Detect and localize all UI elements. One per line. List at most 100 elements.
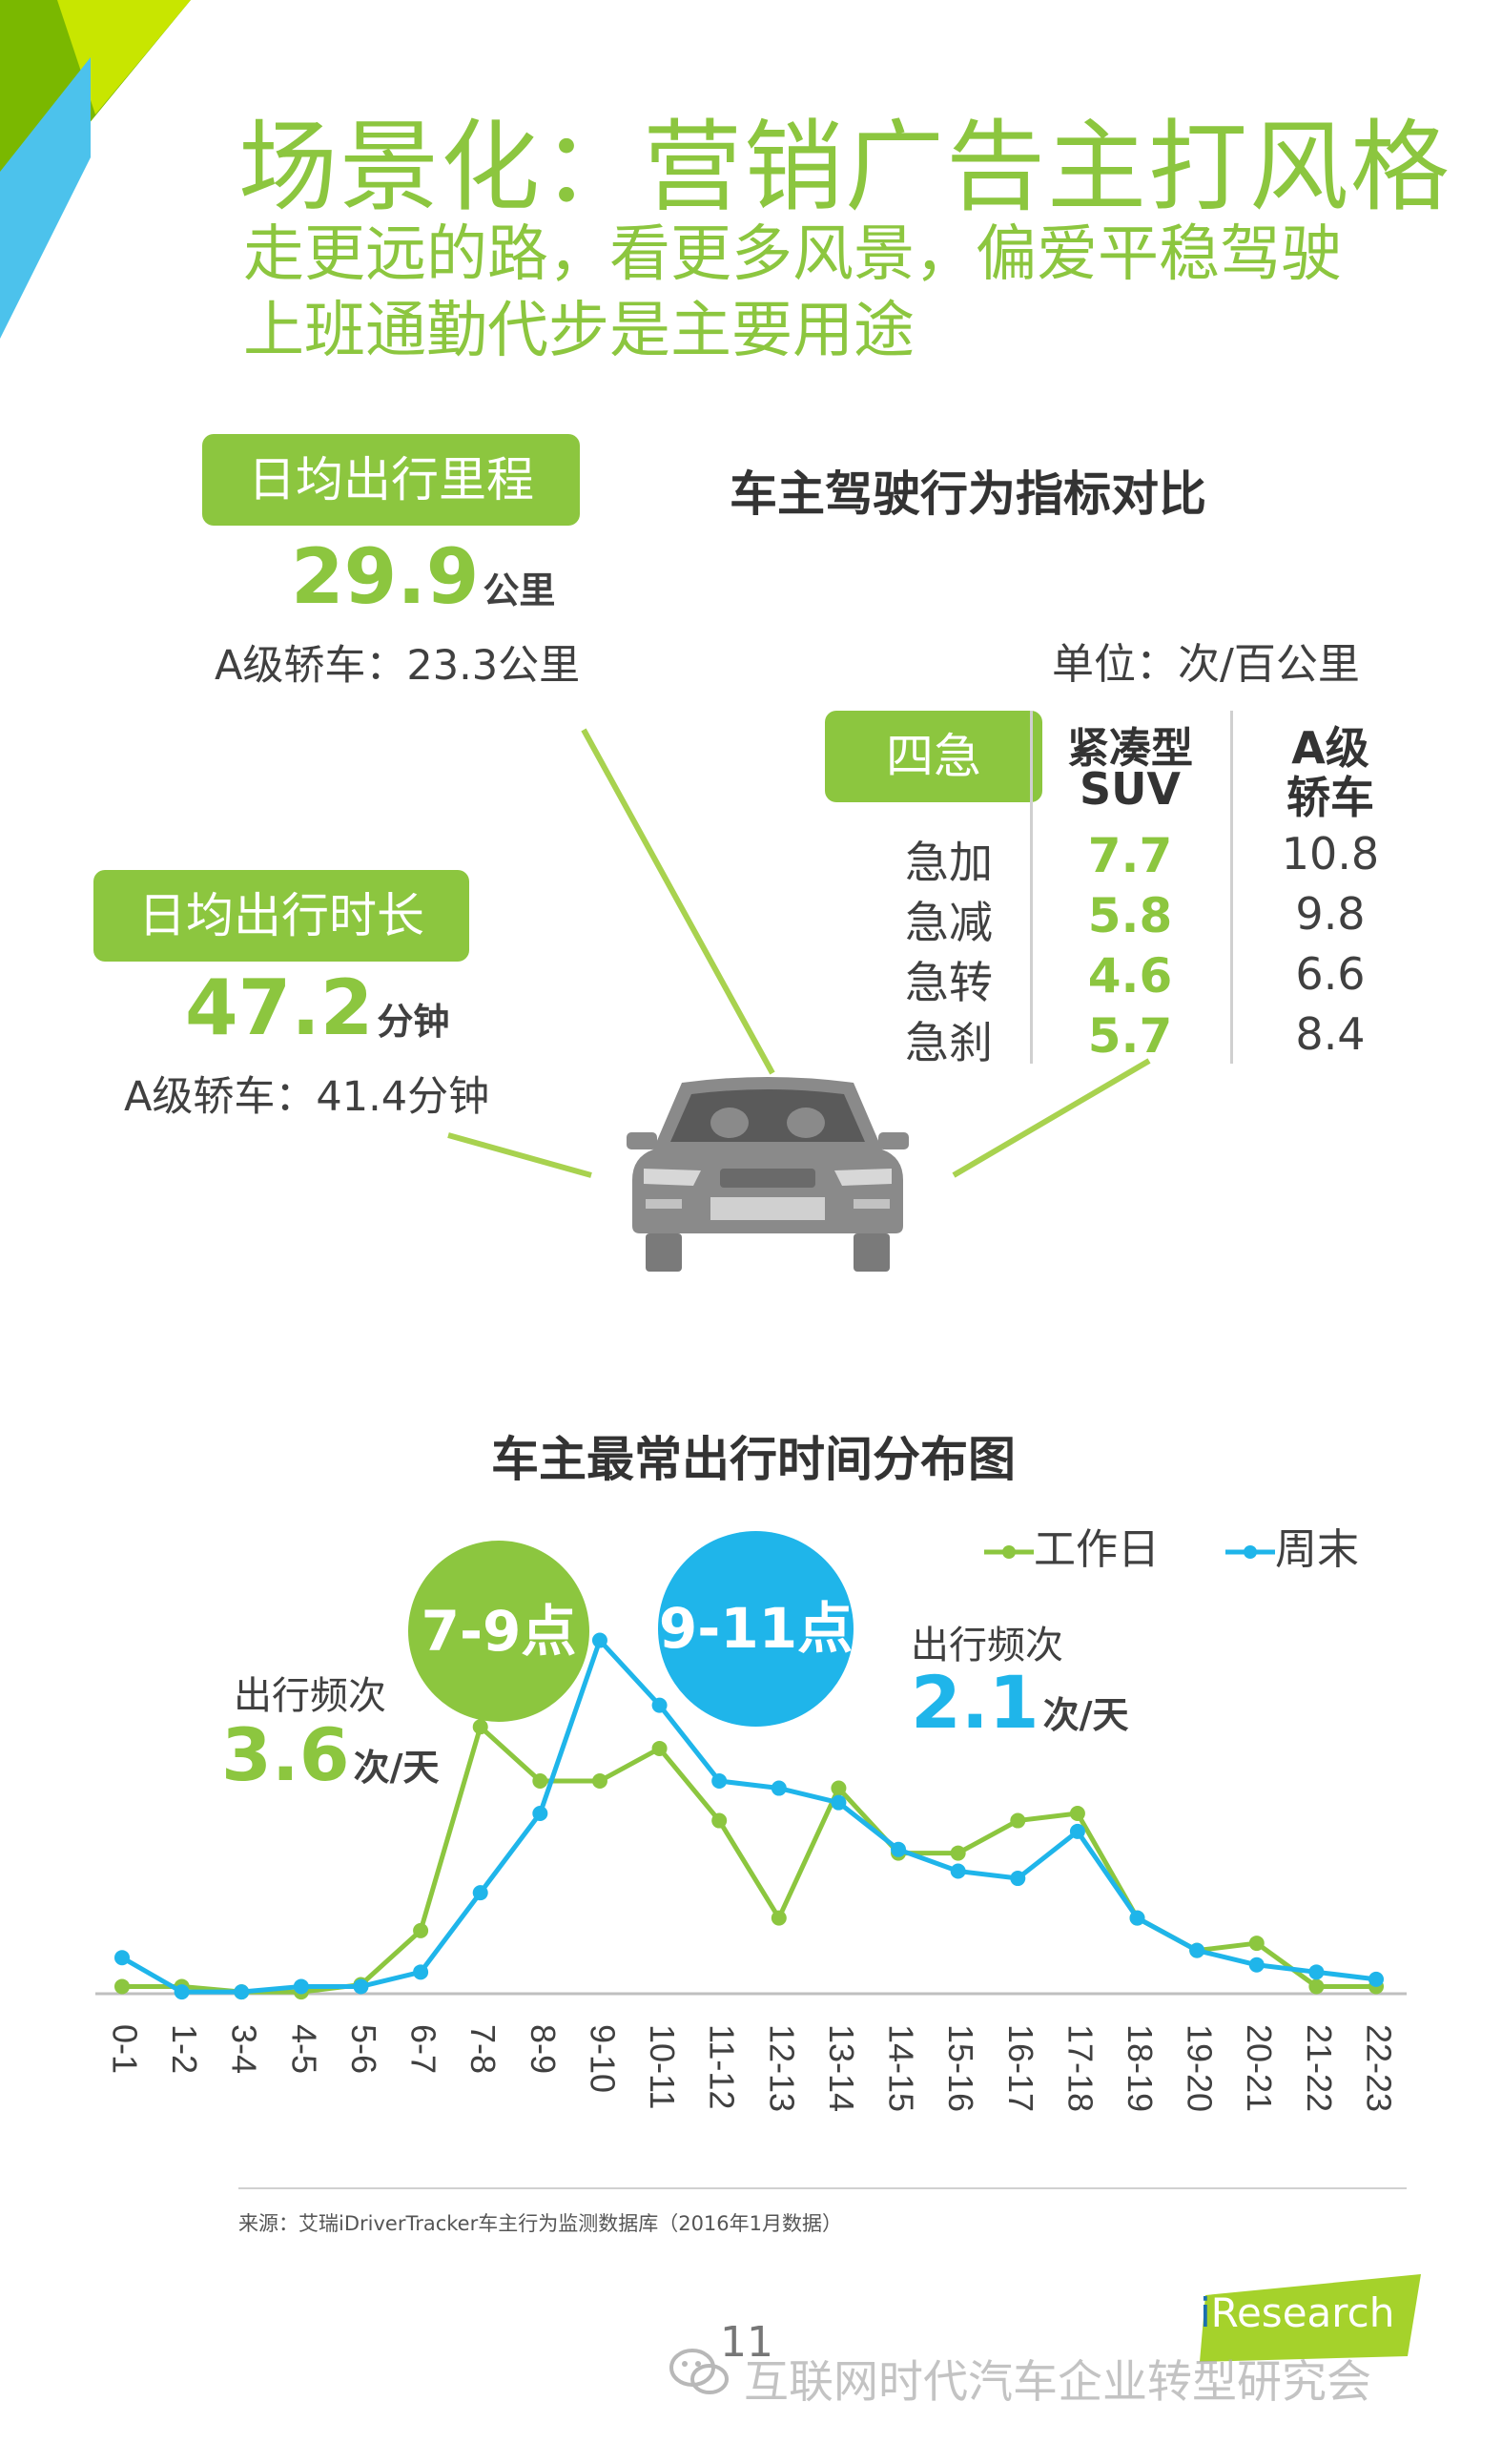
x-tick-label: 22-23 [1359,2024,1398,2112]
duration-unit: 分钟 [377,1001,450,1043]
legend-workday: 工作日 [984,1515,1160,1576]
table-divider-1 [1030,711,1033,1064]
row-sedan-decelerate: 9.8 [1295,888,1366,940]
col-header-compact-suv-line-1: 紧凑型 [1067,724,1193,773]
page-number: 11 [720,2318,773,2367]
series-line-weekend [120,1638,1377,1995]
series-point-weekend [1129,1910,1145,1926]
series-point-weekend [234,1984,250,2000]
weekend-freq-value: 2.1 次/天 [911,1660,1129,1745]
series-point-weekend [711,1772,728,1789]
series-point-workday [950,1845,966,1861]
series-point-weekend [1248,1957,1265,1973]
mileage-number: 29.9 [291,532,480,621]
workday-peak-bubble: 7-9点 [408,1541,589,1722]
workday-freq-value: 3.6 次/天 [221,1712,440,1797]
x-tick-label: 5-6 [344,2024,383,2074]
x-tick-label: 11-12 [703,2024,742,2109]
footer-divider [238,2187,1407,2189]
table-divider-2 [1230,711,1233,1064]
page-title: 场景化：营销广告主打风格 [238,109,1452,225]
series-point-workday [114,1978,130,1995]
ireseach-logo: iResearch [1200,2289,1394,2336]
x-tick-label: 12-13 [762,2024,801,2112]
series-point-weekend [771,1780,787,1796]
legend-workday-swatch [984,1545,1034,1559]
series-point-workday [1010,1812,1026,1829]
row-suv-decelerate: 5.8 [1087,888,1173,943]
car-front-icon [627,1077,909,1272]
series-point-weekend [532,1806,548,1821]
series-point-weekend [1368,1971,1384,1987]
x-tick-label: 4-5 [284,2024,323,2074]
duration-value: 47.2 分钟 [185,963,449,1052]
row-sedan-turn: 6.6 [1295,948,1366,1000]
series-point-weekend [591,1632,607,1648]
mileage-compare: A级轿车：23.3公里 [215,642,581,690]
series-point-weekend [831,1794,847,1811]
x-tick-label: 15-16 [941,2024,980,2112]
series-point-workday [651,1740,668,1756]
x-tick-label: 10-11 [643,2024,682,2109]
series-point-weekend [1308,1964,1325,1980]
watermark-text: 互联网时代汽车企业转型研究会 [744,2356,1371,2409]
weekend-peak-bubble: 9-11点 [658,1531,854,1727]
x-tick-label: 13-14 [822,2024,861,2112]
row-suv-brake: 5.7 [1087,1008,1173,1064]
wechat-icon [668,2345,732,2400]
logo-text: Research [1210,2289,1395,2336]
series-point-workday [1248,1936,1265,1952]
series-point-workday [831,1780,847,1796]
mileage-unit: 公里 [483,569,556,611]
series-point-workday [1308,1978,1325,1995]
duration-label-pill: 日均出行时长 [93,870,469,962]
col-header-compact-suv-line-2: SUV [1079,763,1182,815]
series-point-weekend [413,1964,429,1980]
four-urgent-pill: 四急 [825,711,1042,802]
series-point-workday [591,1772,607,1789]
series-point-weekend [1069,1823,1085,1839]
mileage-label-pill: 日均出行里程 [202,434,580,526]
weekend-freq-number: 2.1 [911,1660,1039,1745]
series-point-workday [711,1812,728,1829]
series-point-weekend [651,1697,668,1713]
legend-workday-label: 工作日 [1034,1525,1160,1574]
series-point-weekend [1010,1871,1026,1887]
series-point-workday [472,1719,488,1735]
row-sedan-accelerate: 10.8 [1281,828,1380,880]
duration-compare: A级轿车：41.4分钟 [124,1073,490,1121]
workday-freq-label: 出行频次 [234,1674,386,1718]
x-tick-label: 1-2 [165,2024,204,2074]
row-suv-turn: 4.6 [1087,948,1173,1004]
x-tick-label: 19-20 [1181,2024,1220,2112]
line-chart: 0-1 1-2 3-4 4-5 5-6 6-7 7-8 8-9 9-10 10-11 11-12 12… [95,1632,1407,2112]
workday-freq-number: 3.6 [221,1712,350,1797]
weekend-freq-unit: 次/天 [1042,1694,1129,1736]
behavior-unit-label: 单位：次/百公里 [1052,640,1360,689]
x-tick-label: 9-10 [583,2024,622,2093]
ireseach-logo-background [1200,2274,1421,2362]
source-note: 来源：艾瑞iDriverTracker车主行为监测数据库（2016年1月数据） [238,2212,843,2235]
series-point-workday [532,1772,548,1789]
series-point-weekend [174,1984,190,2000]
x-tick-label: 14-15 [882,2024,921,2112]
series-point-workday [1069,1806,1085,1821]
row-label-decelerate: 急减 [905,897,993,948]
workday-freq-unit: 次/天 [353,1747,440,1789]
chart-title: 车主最常出行时间分布图 [491,1432,1016,1487]
series-point-weekend [891,1841,907,1857]
corner-decoration [0,0,191,339]
legend-weekend: 周末 [1225,1515,1359,1576]
series-point-weekend [950,1863,966,1879]
row-suv-accelerate: 7.7 [1087,828,1173,883]
series-point-workday [771,1910,787,1926]
row-label-turn: 急转 [905,957,993,1008]
page-subtitle-line-1: 走更远的路，看更多风景，偏爱平稳驾驶 [243,219,1342,290]
x-tick-label: 21-22 [1300,2024,1339,2112]
series-point-weekend [114,1950,130,1966]
x-tick-label: 18-19 [1121,2024,1160,2112]
page-subtitle-line-2: 上班通勤代步是主要用途 [243,296,915,366]
duration-number: 47.2 [185,963,374,1052]
connector-lines [447,728,1151,1178]
logo-i: i [1200,2289,1211,2336]
